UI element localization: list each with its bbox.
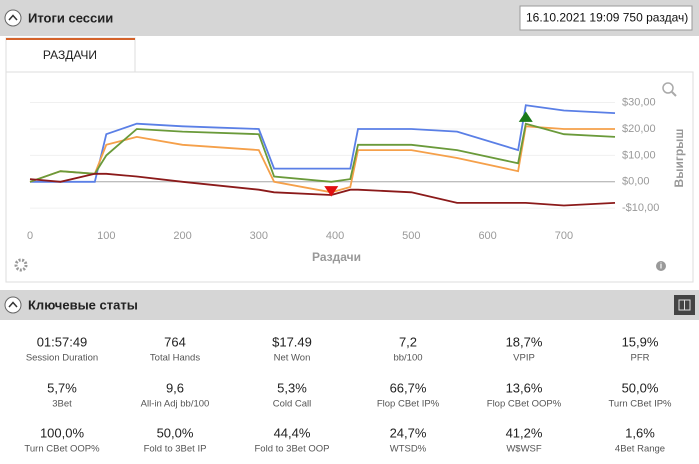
collapse-button[interactable] (4, 9, 22, 27)
stat-value: 5,3% (277, 380, 307, 395)
stat-label: WTSD% (390, 444, 427, 455)
stat-value: 7,2 (399, 334, 417, 349)
stat-label: 4Bet Range (615, 444, 665, 455)
chevron-icon (8, 301, 18, 308)
stat-value: 18,7% (506, 334, 543, 349)
x-tick-label: 600 (478, 230, 496, 242)
stat-value: 9,6 (166, 380, 184, 395)
stat-value: 01:57:49 (37, 334, 88, 349)
tab-indicator (6, 38, 135, 40)
stat-label: All-in Adj bb/100 (141, 399, 210, 410)
session-select[interactable] (519, 5, 693, 31)
stat-value: 24,7% (390, 425, 427, 440)
y-tick-label: $0,00 (622, 176, 650, 188)
info-icon-glyph: i (660, 262, 662, 271)
stat-label: Fold to 3Bet OOP (255, 444, 330, 455)
stat-value: 50,0% (157, 425, 194, 440)
stat-value: $17.49 (272, 334, 312, 349)
stat-value: 5,7% (47, 380, 77, 395)
stat-value: 44,4% (274, 425, 311, 440)
chevron-icon (8, 14, 18, 21)
header-title: Итоги сессии (28, 10, 113, 25)
session-select-text: 16.10.2021 19:09 750 раздач) (526, 11, 688, 25)
series-line (29, 122, 616, 183)
stat-value: 100,0% (40, 425, 85, 440)
x-tick-label: 0 (27, 230, 33, 242)
x-tick-label: 100 (97, 230, 115, 242)
stat-label: Session Duration (26, 353, 98, 364)
y-axis-label: Выигрыш (672, 129, 686, 188)
settings-icon[interactable] (14, 258, 28, 272)
stat-label: Flop CBet OOP% (487, 399, 562, 410)
x-tick-label: 500 (402, 230, 420, 242)
stat-label: Flop CBet IP% (377, 399, 440, 410)
marker (324, 186, 339, 197)
stat-label: Fold to 3Bet IP (144, 444, 207, 455)
stat-label: 3Bet (52, 399, 72, 410)
x-tick-label: 400 (326, 230, 344, 242)
y-tick-label: -$10,00 (622, 202, 659, 214)
stat-label: bb/100 (393, 353, 422, 364)
y-tick-label: $30,00 (622, 96, 656, 108)
zoom-icon[interactable] (662, 82, 674, 94)
x-tick-label: 200 (173, 230, 191, 242)
stat-label: W$WSF (506, 444, 542, 455)
stat-value: 1,6% (625, 425, 655, 440)
series-line (30, 104, 616, 183)
info-icon[interactable] (656, 261, 666, 271)
stat-value: 15,9% (622, 334, 659, 349)
stat-value: 50,0% (622, 380, 659, 395)
stat-value: 764 (164, 334, 186, 349)
x-tick-label: 700 (555, 230, 573, 242)
stat-label: Turn CBet OOP% (24, 444, 100, 455)
stat-value: 41,2% (506, 425, 543, 440)
stat-value: 13,6% (506, 380, 543, 395)
x-axis-label: Раздачи (312, 250, 361, 264)
zoom-icon-handle (671, 91, 677, 97)
stat-label: VPIP (513, 353, 535, 364)
stats-title: Ключевые статы (28, 297, 138, 312)
stat-value: 66,7% (390, 380, 427, 395)
stat-label: Total Hands (150, 353, 200, 364)
stats-header (0, 290, 699, 320)
marker (518, 111, 533, 122)
x-tick-label: 300 (250, 230, 268, 242)
stat-label: Net Won (274, 353, 311, 364)
stat-label: Cold Call (273, 399, 312, 410)
collapse-button[interactable] (4, 296, 22, 314)
stat-label: PFR (631, 353, 650, 364)
tab-label: РАЗДАЧИ (43, 48, 97, 62)
stat-label: Turn CBet IP% (608, 399, 672, 410)
y-tick-label: $10,00 (622, 149, 656, 161)
chart-panel (5, 71, 694, 283)
y-tick-label: $20,00 (622, 123, 656, 135)
